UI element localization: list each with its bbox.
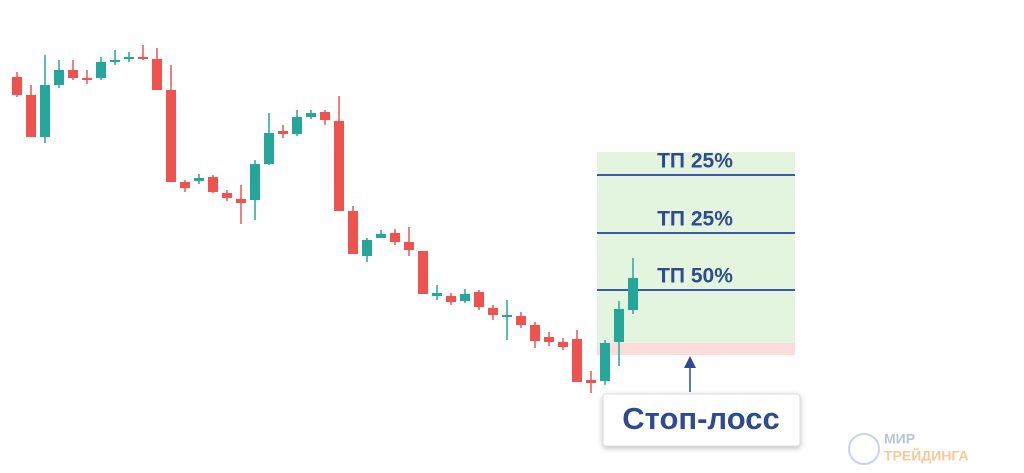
- candle-body: [614, 309, 624, 342]
- candle-body: [544, 337, 554, 342]
- logo-line2: ТРЕЙДИНГА: [884, 447, 969, 464]
- candle-body: [404, 242, 414, 250]
- loss-zone: [597, 343, 795, 355]
- candle-body: [194, 178, 204, 181]
- candle-body: [474, 292, 484, 307]
- candle-body: [292, 117, 302, 134]
- candle-body: [446, 296, 456, 302]
- candle-body: [306, 113, 316, 117]
- candle-body: [600, 343, 610, 381]
- candle-body: [152, 59, 162, 90]
- candle-body: [54, 70, 64, 85]
- candle-body: [460, 294, 470, 301]
- candle-body: [502, 315, 512, 317]
- candle-body: [558, 342, 568, 347]
- candle-body: [264, 133, 274, 164]
- tp-label: ТП 25%: [657, 208, 733, 231]
- candle-body: [68, 70, 78, 78]
- candle-body: [376, 234, 386, 238]
- candle-body: [138, 57, 148, 59]
- candle-body: [390, 233, 400, 242]
- candle-body: [530, 325, 540, 341]
- candle-body: [278, 131, 288, 134]
- tp-label: ТП 25%: [657, 150, 733, 173]
- candle-body: [628, 278, 638, 310]
- candle-body: [488, 308, 498, 315]
- candle-body: [180, 182, 190, 188]
- candle-body: [586, 380, 596, 383]
- stop-box: [602, 393, 801, 447]
- candle-body: [110, 60, 120, 62]
- candle-body: [250, 164, 260, 200]
- candle-body: [222, 193, 232, 198]
- candle-body: [82, 78, 92, 80]
- candle-body: [26, 95, 36, 137]
- profit-zone: [597, 152, 795, 343]
- candle-body: [362, 240, 372, 256]
- logo: МИР ТРЕЙДИНГА: [848, 431, 969, 465]
- candle-body: [432, 293, 442, 296]
- candle-body: [418, 251, 428, 294]
- candle-body: [208, 177, 218, 192]
- candle-body: [12, 77, 22, 95]
- candle-body: [40, 85, 50, 137]
- logo-line1: МИР: [884, 431, 915, 447]
- candle-body: [334, 121, 344, 211]
- candle-body: [124, 57, 134, 59]
- candle-body: [320, 112, 330, 120]
- candle-body: [348, 211, 358, 254]
- stop-label: Стоп-лосс: [622, 401, 779, 436]
- candle-body: [166, 90, 176, 182]
- logo-icon: [848, 433, 880, 465]
- candle-body: [572, 339, 582, 382]
- candle-body: [236, 199, 246, 203]
- candle-body: [96, 62, 106, 78]
- candle-body: [516, 316, 526, 325]
- tp-label: ТП 50%: [657, 265, 733, 288]
